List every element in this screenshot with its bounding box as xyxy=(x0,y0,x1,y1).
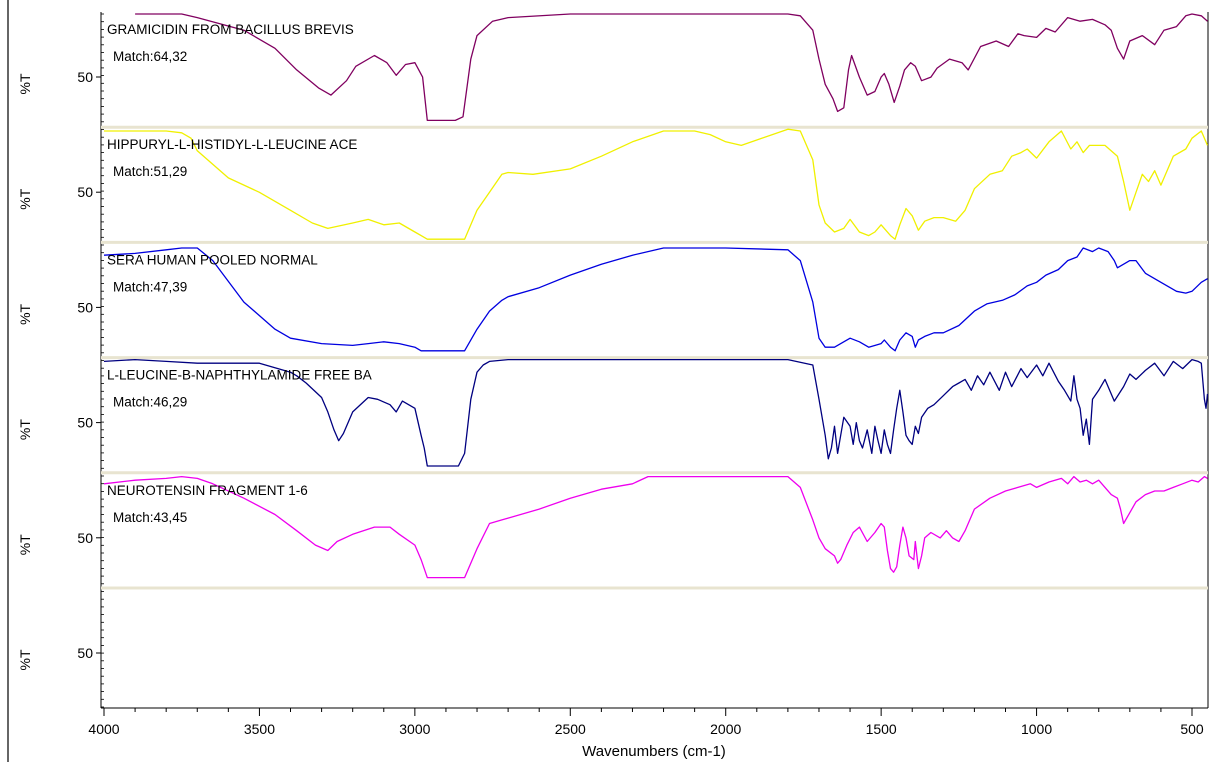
panel-ytick-label: 50 xyxy=(77,69,93,85)
panel-labels: %T 50 %T 50 %T 50 %T 50 %T 50 %T 50 xyxy=(17,69,101,671)
panel-ylabel: %T xyxy=(17,303,33,324)
series-lines xyxy=(103,13,1209,579)
series-name: GRAMICIDIN FROM BACILLUS BREVIS xyxy=(107,22,354,37)
panel-ytick-label: 50 xyxy=(77,645,93,661)
x-tick-label: 1500 xyxy=(866,721,897,737)
series-name: HIPPURYL-L-HISTIDYL-L-LEUCINE ACE xyxy=(107,137,357,152)
series-match: Match:46,29 xyxy=(113,395,187,410)
spectrum-line xyxy=(103,358,1209,467)
series-labels: GRAMICIDIN FROM BACILLUS BREVIS Match:64,… xyxy=(107,22,372,525)
panel-ylabel: %T xyxy=(17,649,33,670)
panel-dividers xyxy=(101,125,1208,590)
panel-ylabel: %T xyxy=(17,419,33,440)
panel-ytick-label: 50 xyxy=(77,299,93,315)
x-tick-label: 2000 xyxy=(710,721,741,737)
series-match: Match:43,45 xyxy=(113,510,187,525)
panel-ylabel: %T xyxy=(17,188,33,209)
x-tick-label: 1000 xyxy=(1021,721,1052,737)
spectrum-line xyxy=(104,128,1209,240)
panel-ytick-label: 50 xyxy=(77,415,93,431)
y-minor-ticks xyxy=(101,13,104,708)
x-tick-label: 3000 xyxy=(399,721,430,737)
x-axis-ticks: 4000 3500 3000 2500 2000 1500 1000 500 xyxy=(88,708,1204,737)
series-name: NEUROTENSIN FRAGMENT 1-6 xyxy=(107,483,308,498)
spectrum-line xyxy=(135,13,1208,122)
panel-ytick-label: 50 xyxy=(77,530,93,546)
series-match: Match:47,39 xyxy=(113,279,187,294)
series-match: Match:51,29 xyxy=(113,164,187,179)
spectrum-line xyxy=(103,475,1208,579)
x-tick-label: 2500 xyxy=(555,721,586,737)
x-tick-label: 500 xyxy=(1180,721,1204,737)
series-name: L-LEUCINE-B-NAPHTHYLAMIDE FREE BA xyxy=(107,368,372,383)
x-tick-label: 4000 xyxy=(88,721,119,737)
panel-ylabel: %T xyxy=(17,534,33,555)
panel-ytick-label: 50 xyxy=(77,184,93,200)
x-tick-label: 3500 xyxy=(244,721,275,737)
x-axis-label: Wavenumbers (cm-1) xyxy=(582,743,726,760)
spectrum-line xyxy=(103,247,1208,352)
panel-ylabel: %T xyxy=(17,73,33,94)
series-match: Match:64,32 xyxy=(113,49,187,64)
series-name: SERA HUMAN POOLED NORMAL xyxy=(107,252,318,267)
